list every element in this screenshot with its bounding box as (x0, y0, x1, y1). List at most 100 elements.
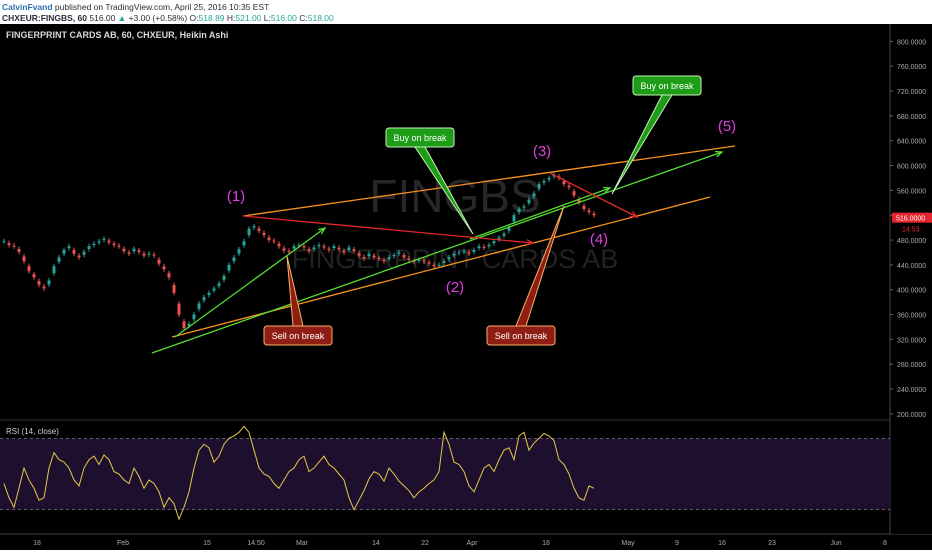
time-tick-label: 22 (421, 540, 429, 547)
change-arrow: ▲ (117, 13, 127, 23)
price-tick-label: 320.0000 (897, 337, 926, 344)
ohlc-low: L:516.00 (263, 13, 297, 23)
callout-box (385, 127, 455, 148)
watermark-name: FINGERPRINT CARDS AB (292, 244, 619, 274)
candle-body (342, 250, 346, 253)
candle-body (122, 248, 126, 252)
candle-body (522, 206, 526, 208)
buy-on-break-2: Buy on break (611, 75, 702, 195)
price-axis: 800.0000 760.0000 720.0000 680.0000 640.0000… (890, 24, 932, 534)
price-tick-label: 480.0000 (897, 238, 926, 245)
last-price: 516.00 (89, 13, 116, 23)
callout-box (632, 75, 702, 96)
candle-body (127, 252, 131, 254)
candle-body (592, 213, 596, 216)
candle-body (487, 244, 491, 247)
chart-title: FINGERPRINT CARDS AB, 60, CHXEUR, Heikin… (6, 30, 228, 40)
wave-label: (2) (446, 279, 464, 296)
price-series (2, 172, 596, 331)
candle-body (562, 181, 566, 185)
price-tick-label: 200.0000 (897, 412, 926, 419)
last-price-badge (892, 212, 932, 223)
candle-body (502, 233, 506, 236)
candle-body (257, 228, 261, 231)
countdown-label: 14:53 (902, 227, 920, 234)
candle-body (152, 254, 156, 256)
time-tick-label: 9 (675, 540, 679, 547)
price-tick-label: 280.0000 (897, 362, 926, 369)
price-change: +3.00 (+0.58%) (128, 13, 188, 23)
candle-body (12, 245, 16, 247)
candle-body (492, 241, 496, 244)
candle-body (527, 199, 531, 204)
candle-body (97, 241, 101, 243)
candle-body (277, 243, 281, 247)
candle-body (102, 238, 106, 241)
candle-body (372, 255, 376, 258)
author-name[interactable]: CalvinFvand (2, 2, 53, 12)
candle-body (312, 247, 316, 250)
candle-body (272, 240, 276, 242)
time-tick-label: 14 (372, 540, 380, 547)
callout-text: Buy on break (393, 133, 447, 143)
candle-body (302, 246, 306, 248)
candle-body (472, 249, 476, 252)
candle-body (382, 259, 386, 262)
candle-body (482, 246, 486, 248)
callout-box (486, 325, 556, 346)
time-tick-label: Mar (296, 540, 309, 547)
candle-body (42, 286, 46, 289)
time-tick-label: 23 (768, 540, 776, 547)
rsi-panel: RSI (14, close)80.000060.000040.000020.0… (0, 425, 922, 521)
candle-body (457, 252, 461, 254)
chart-area[interactable]: FINGERPRINT CARDS AB, 60, CHXEUR, Heikin… (0, 24, 932, 550)
candle-body (367, 253, 371, 257)
candle-body (207, 292, 211, 295)
symbol-label: CHXEUR:FINGBS, 60 (2, 13, 88, 23)
candle-body (537, 184, 541, 189)
candle-body (532, 193, 536, 197)
candle-body (412, 260, 416, 262)
price-tick-label: 800.0000 (897, 39, 926, 46)
rsi-band (0, 438, 890, 510)
price-tick-label: 360.0000 (897, 313, 926, 320)
time-tick-label: Feb (117, 540, 129, 547)
candle-body (397, 252, 401, 254)
candle-body (337, 247, 341, 250)
buy-on-break-1: Buy on break (385, 127, 474, 235)
price-tick-label: 240.0000 (897, 387, 926, 394)
candle-body (417, 259, 421, 261)
candle-body (407, 258, 411, 260)
time-tick-label: 14:50 (247, 540, 265, 547)
candle-body (147, 253, 151, 255)
candle-body (92, 243, 96, 245)
green-arrow-1 (174, 227, 326, 338)
price-tick-label: 560.0000 (897, 188, 926, 195)
drawings: (1) (2) (3) (4) (5) Buy on break Buy on break S… (151, 75, 736, 354)
candle-body (167, 273, 171, 278)
candle-body (347, 247, 351, 250)
candle-body (252, 226, 256, 228)
candle-body (227, 264, 231, 271)
green-arrowhead-2 (602, 186, 612, 194)
candle-body (67, 246, 71, 249)
candle-body (222, 276, 226, 280)
candle-body (587, 210, 591, 213)
sell-on-break-1: Sell on break (263, 255, 333, 346)
red-arrow-2 (549, 172, 638, 218)
time-tick-label: Jun (830, 540, 841, 547)
candle-body (172, 285, 176, 293)
time-tick-label: 8 (883, 540, 887, 547)
candle-body (77, 255, 81, 258)
candle-body (517, 208, 521, 213)
wave-label: (4) (590, 231, 608, 248)
candle-body (317, 244, 321, 247)
candle-body (377, 258, 381, 260)
channel-upper-line (242, 145, 736, 217)
candle-body (402, 254, 406, 258)
candle-body (422, 260, 426, 262)
candle-body (217, 283, 221, 286)
candle-body (282, 248, 286, 251)
candle-body (162, 266, 166, 270)
chart-canvas[interactable]: FINGERPRINT CARDS AB, 60, CHXEUR, Heikin… (0, 24, 932, 550)
